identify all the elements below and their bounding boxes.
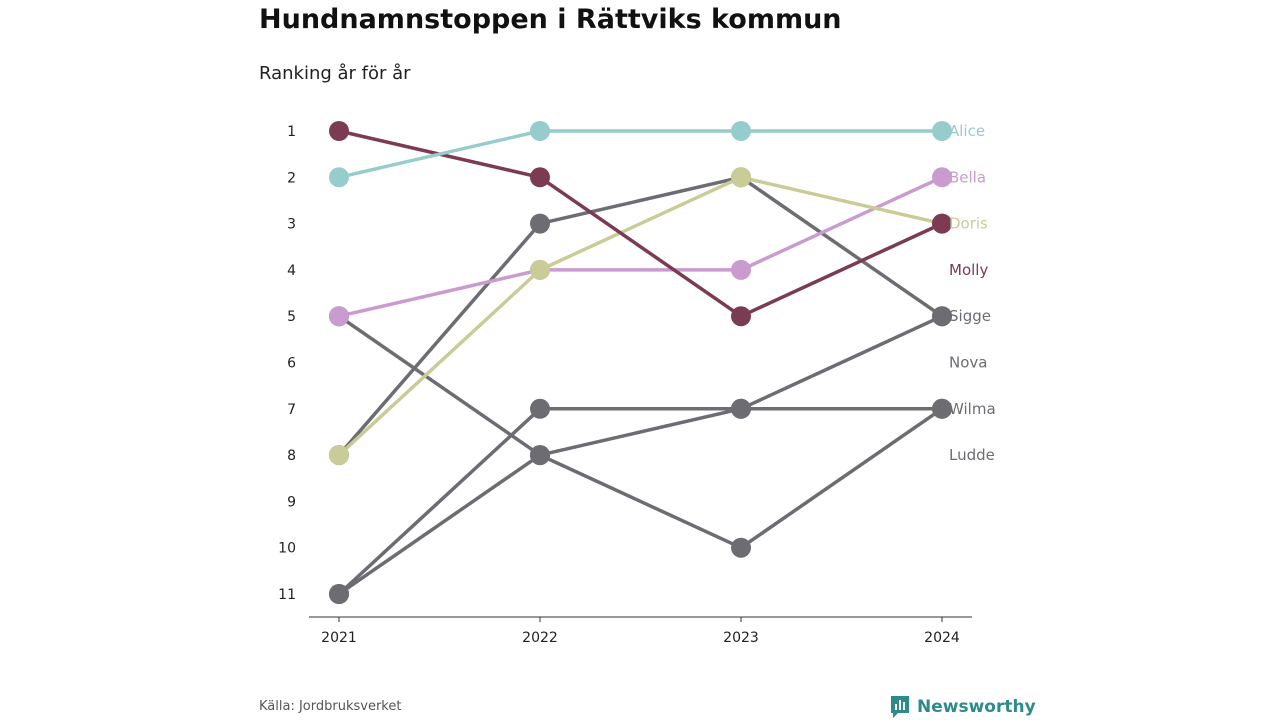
chart-subtitle: Ranking år för år — [259, 63, 411, 84]
data-point-bella — [329, 306, 349, 327]
data-point-ludde — [530, 445, 550, 466]
data-point-ludde — [932, 306, 952, 327]
data-point-alice — [329, 167, 349, 188]
data-point-ludde — [329, 584, 349, 604]
end-label-bella: Bella — [949, 168, 986, 186]
data-point-molly — [731, 306, 751, 327]
data-point-doris — [731, 167, 751, 188]
end-label-nova: Nova — [949, 354, 987, 372]
end-label-doris: Doris — [949, 215, 988, 233]
data-point-doris — [329, 445, 349, 466]
series-line-doris — [337, 175, 944, 457]
source-note: Källa: Jordbruksverket — [259, 699, 402, 714]
brand-name: Newsworthy — [917, 697, 1036, 717]
data-point-bella — [932, 167, 952, 188]
data-point-alice — [731, 121, 751, 141]
x-tick-label: 2024 — [924, 630, 960, 646]
data-point-molly — [329, 121, 349, 141]
data-point-wilma — [530, 398, 550, 419]
data-point-sigge — [530, 213, 550, 234]
series-line-ludde — [337, 314, 944, 596]
series-line-sigge — [337, 175, 944, 457]
x-tick-label: 2021 — [321, 630, 357, 646]
y-tick-label: 5 — [287, 309, 296, 325]
y-tick-label: 3 — [287, 217, 296, 233]
brand-logo: Newsworthy — [889, 694, 1036, 720]
end-label-sigge: Sigge — [949, 307, 991, 325]
series-points — [329, 121, 952, 604]
data-point-molly — [932, 213, 952, 234]
y-tick-label: 6 — [287, 356, 296, 372]
axis-ticks: 1 2 3 4 5 6 7 8 9 10 11 2021 2022 2023 2024 — [278, 124, 960, 646]
y-tick-label: 9 — [287, 494, 296, 510]
data-point-nova — [731, 537, 751, 558]
y-tick-label: 2 — [287, 170, 296, 186]
end-labels: Alice Bella Doris Molly Sigge Nova Wilma Ludde — [949, 122, 996, 464]
data-point-alice — [530, 121, 550, 141]
data-point-doris — [530, 259, 550, 280]
end-label-ludde: Ludde — [949, 446, 995, 464]
series-line-alice — [337, 129, 944, 180]
newsworthy-logo-icon — [891, 696, 909, 718]
data-point-wilma — [932, 398, 952, 419]
y-tick-label: 8 — [287, 448, 296, 464]
end-label-alice: Alice — [949, 122, 985, 140]
y-tick-label: 1 — [287, 124, 296, 140]
y-tick-label: 4 — [287, 263, 296, 279]
x-tick-label: 2023 — [723, 630, 759, 646]
end-label-molly: Molly — [949, 261, 988, 279]
data-point-molly — [530, 167, 550, 188]
series-line-bella — [337, 175, 944, 318]
y-tick-label: 10 — [278, 541, 296, 557]
series-lines — [337, 129, 944, 596]
chart-title: Hundnamnstoppen i Rättviks kommun — [259, 4, 842, 35]
y-tick-label: 11 — [278, 587, 296, 603]
data-point-ludde — [731, 398, 751, 419]
x-tick-label: 2022 — [522, 630, 558, 646]
series-line-nova — [337, 314, 944, 550]
y-tick-label: 7 — [287, 402, 296, 418]
data-point-alice — [932, 121, 952, 141]
data-point-bella — [731, 259, 751, 280]
series-line-wilma — [337, 407, 944, 596]
end-label-wilma: Wilma — [949, 400, 996, 418]
